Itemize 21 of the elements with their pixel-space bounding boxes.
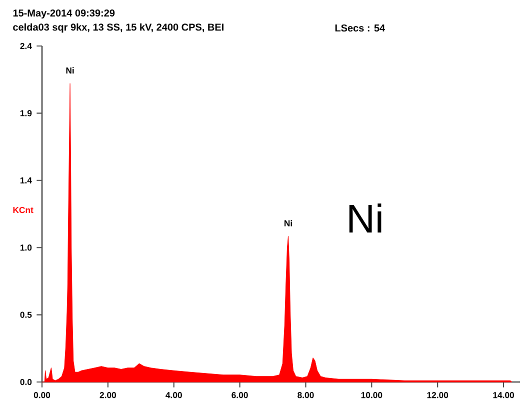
x-tick-label: 8.00 — [298, 392, 314, 398]
x-tick-label: 14.00 — [493, 392, 514, 398]
y-tick-label: 1.4 — [20, 177, 32, 184]
text: LSecs : 54 — [335, 24, 386, 32]
x-tick-label: 12.00 — [427, 392, 448, 398]
y-axis-title: KCnt — [13, 206, 34, 214]
y-tick-label: 1.0 — [20, 244, 32, 251]
x-tick-label: 2.00 — [100, 392, 116, 398]
annotation: Ni — [284, 220, 292, 226]
chart-title: 15-May-2014 09:39:29 — [13, 9, 115, 19]
y-tick-label: 1.9 — [20, 110, 32, 116]
x-tick-label: 4.00 — [166, 392, 182, 398]
chart-subtitle: celda03 sqr 9kx, 13 SS, 15 kV, 2400 CPS, BEI — [13, 23, 224, 33]
annotation: Ni — [349, 204, 382, 232]
x-tick-label: 0.00 — [34, 392, 50, 398]
x-tick-label: 10.00 — [361, 392, 382, 398]
x-tick-label: 6.00 — [232, 392, 248, 398]
annotation: Ni — [66, 67, 74, 74]
y-tick-label: 2.4 — [20, 42, 32, 50]
y-tick-label: 0.5 — [20, 312, 32, 318]
y-tick-label: 0.0 — [20, 378, 32, 386]
